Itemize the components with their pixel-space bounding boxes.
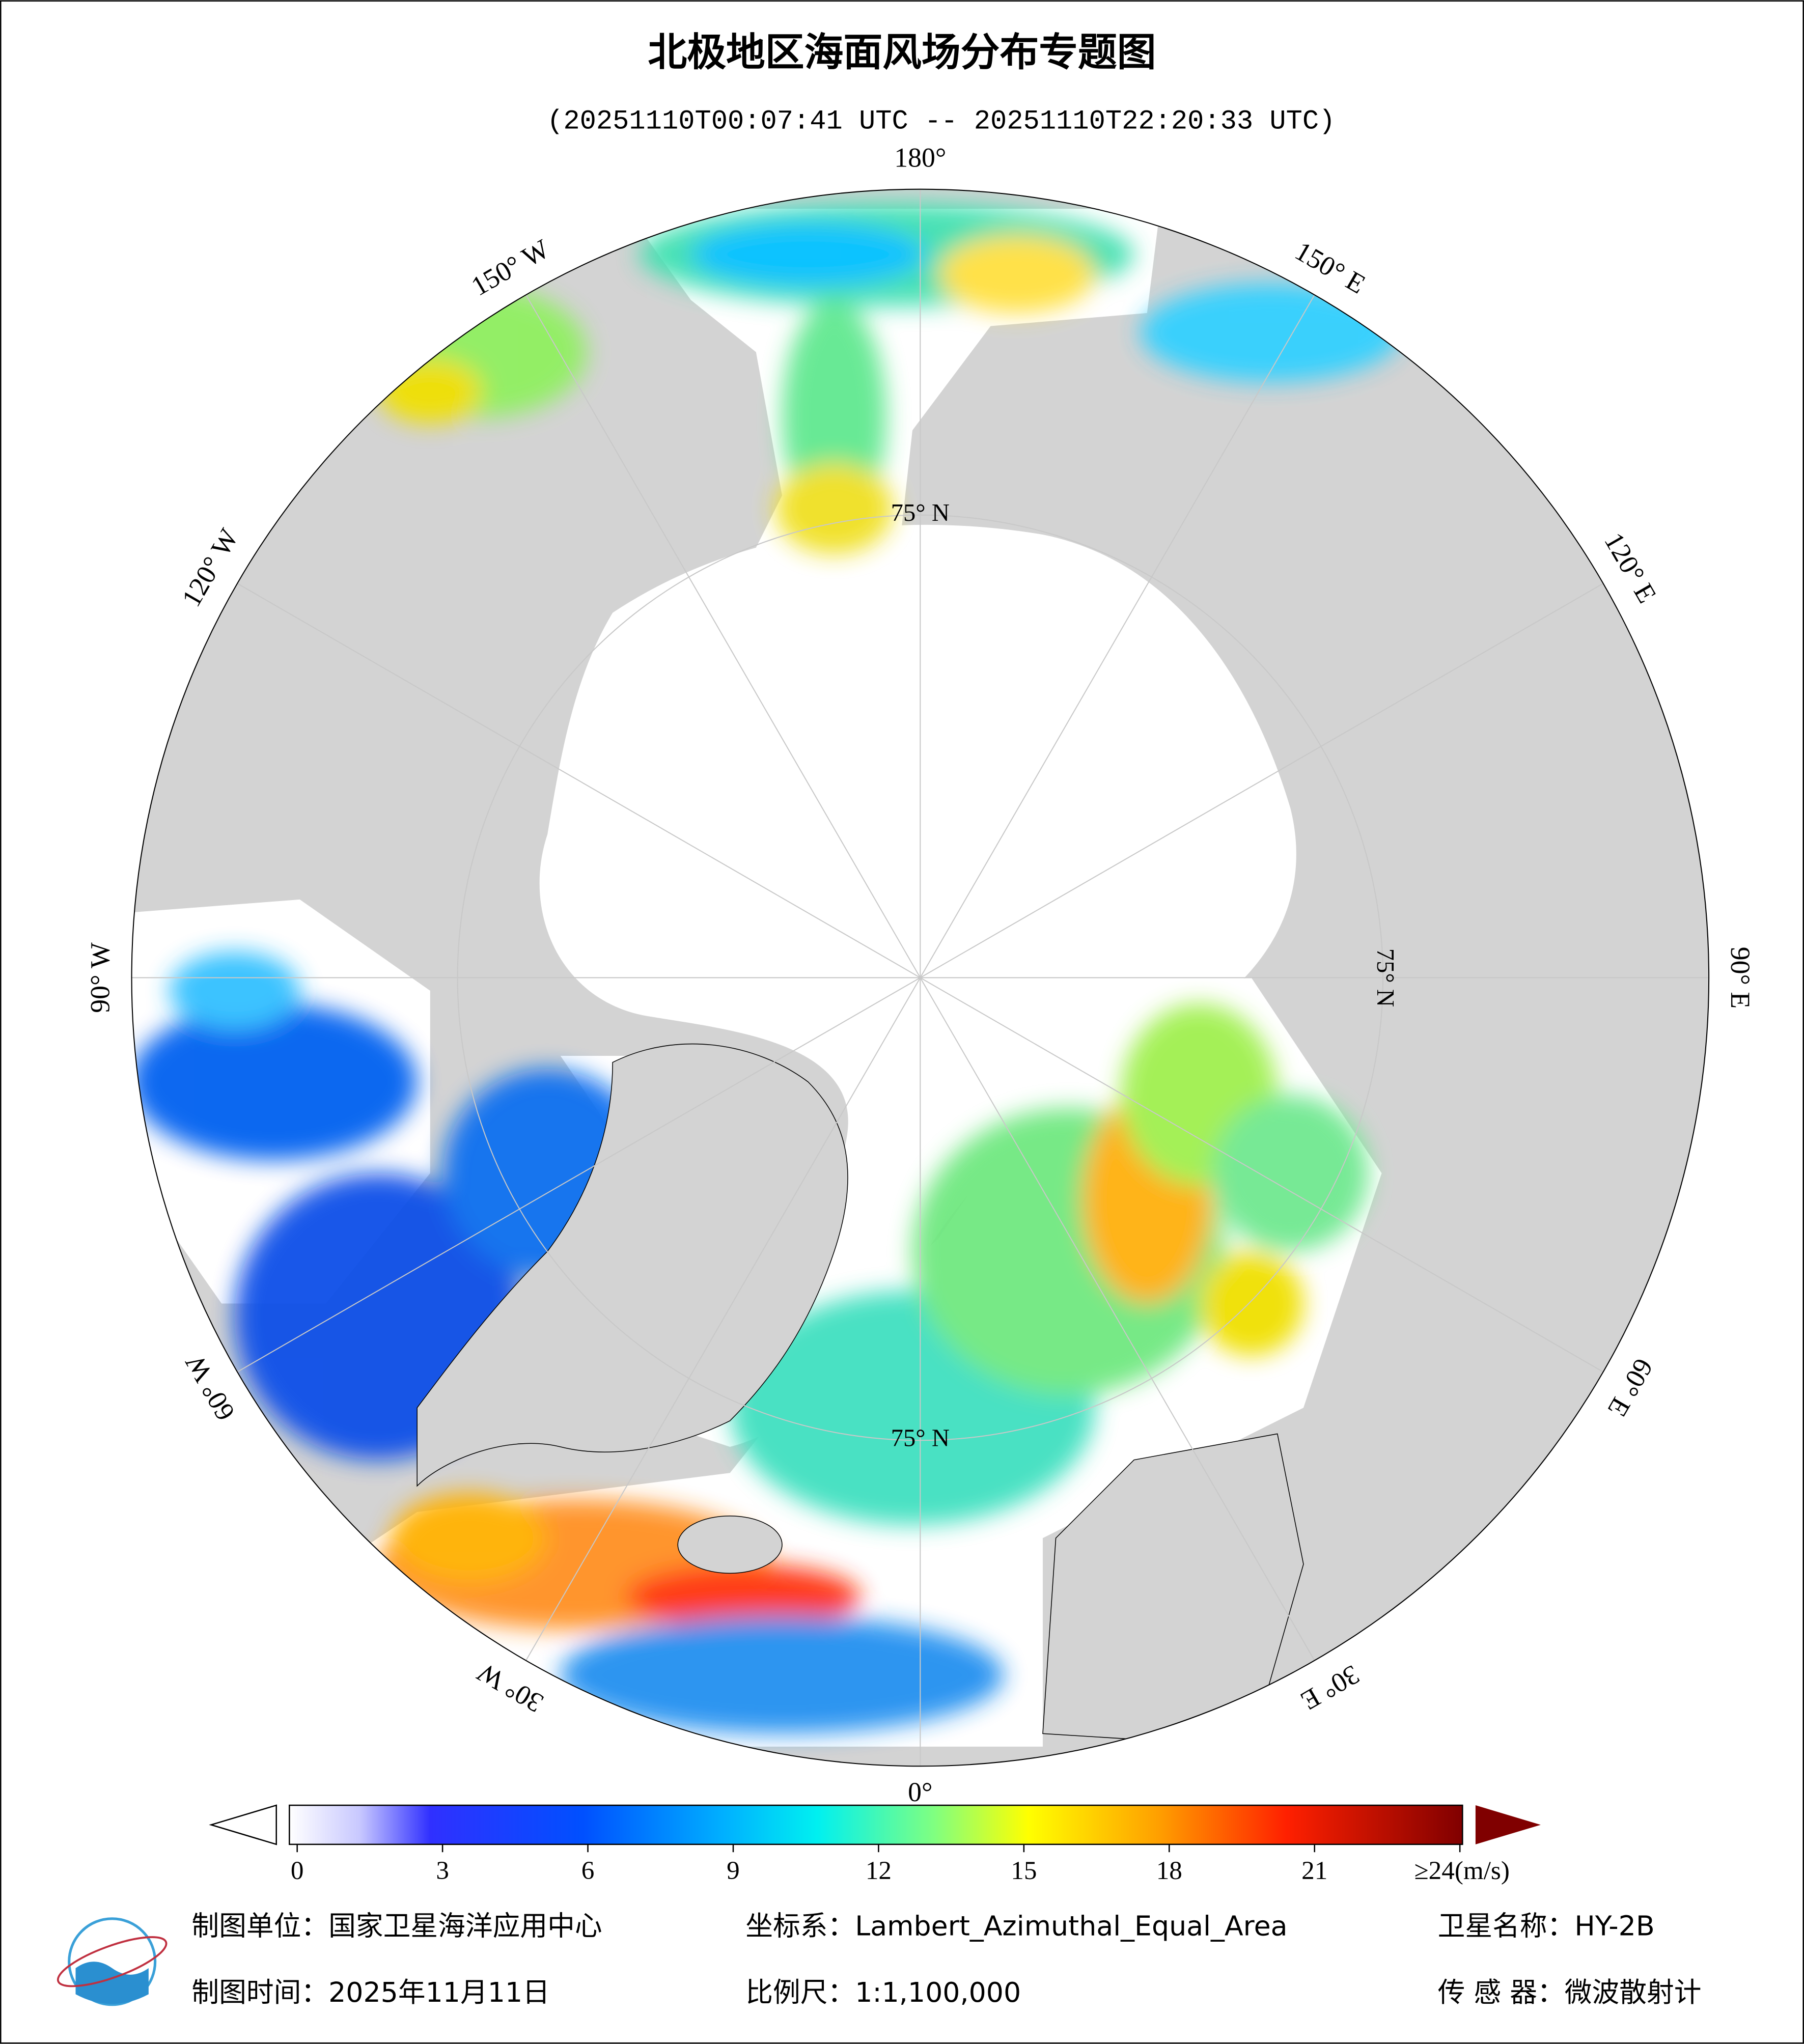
- meridian: [920, 583, 1604, 978]
- colorbar-under: [209, 1804, 277, 1845]
- colorbar-tick-label: 18: [1156, 1856, 1182, 1885]
- meridian: [237, 977, 921, 1373]
- satellite: 卫星名称：HY-2B: [1438, 1910, 1655, 1942]
- colorbar: [289, 1804, 1463, 1845]
- colorbar-tick-label: 9: [727, 1856, 740, 1885]
- longitude-label: 180°: [894, 143, 946, 173]
- greenland: [417, 1043, 848, 1487]
- sensor: 传 感 器：微波散射计: [1438, 1976, 1702, 2008]
- colorbar-tick-label: 12: [866, 1856, 892, 1885]
- colorbar-ticks: 0 3 6 9 12 15 18 21 ≥24(m/s): [291, 1844, 1510, 1885]
- scale: 比例尺：1:1,100,000: [745, 1976, 1021, 2008]
- title: 北极地区海面风场分布专题图: [648, 30, 1156, 75]
- colorbar-tick-label: 0: [291, 1856, 304, 1885]
- map: [131, 189, 1709, 1767]
- producer: 制图单位：国家卫星海洋应用中心: [191, 1910, 602, 1942]
- arctic-ocean: [539, 524, 1296, 1447]
- longitude-label: 90° E: [1725, 947, 1756, 1009]
- longitude-label: 90° W: [85, 942, 116, 1013]
- graticule: [131, 189, 1709, 1767]
- parallel: [457, 514, 1384, 1441]
- meridian: [237, 583, 921, 978]
- colorbar-tick-label: 15: [1011, 1856, 1037, 1885]
- map-border: [131, 188, 1710, 1767]
- colorbar-tick-label: 3: [436, 1856, 449, 1885]
- latitude-label: 75° N: [1372, 948, 1399, 1007]
- meridian: [920, 977, 1315, 1661]
- colorbar-tick-label: 21: [1301, 1856, 1327, 1885]
- date: 制图时间：2025年11月11日: [191, 1976, 550, 2008]
- latitude-label: 75° N: [891, 1424, 950, 1451]
- subtitle: (20251110T00:07:41 UTC -- 20251110T22:20…: [547, 106, 1335, 137]
- meridian: [920, 977, 1604, 1373]
- meridian: [525, 977, 921, 1661]
- meridian: [920, 294, 1315, 978]
- meridian: [525, 294, 921, 978]
- colorbar-tick-label: 6: [581, 1856, 595, 1885]
- logo: [57, 1917, 168, 2006]
- iceland: [677, 1515, 783, 1574]
- colorbar-tick-label: ≥24(m/s): [1414, 1856, 1510, 1885]
- colorbar-over: [1475, 1805, 1541, 1844]
- longitude-label: 0°: [908, 1777, 932, 1807]
- latitude-label: 75° N: [891, 499, 950, 526]
- coordinate-system: 坐标系：Lambert_Azimuthal_Equal_Area: [745, 1910, 1287, 1942]
